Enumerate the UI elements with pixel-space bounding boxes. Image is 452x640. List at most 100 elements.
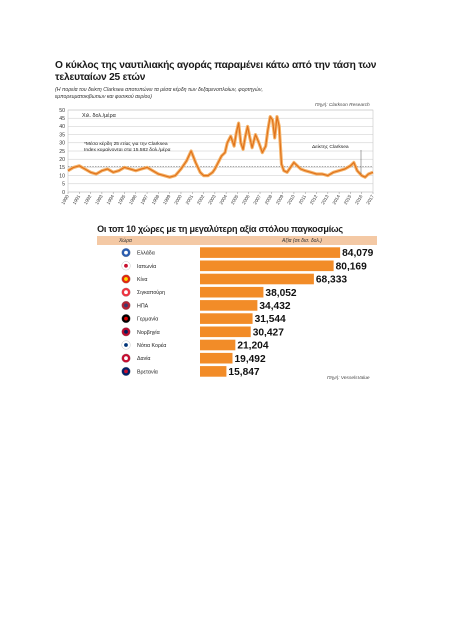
y-tick-label: 30 xyxy=(59,141,65,147)
x-tick-label: 2004 xyxy=(219,194,229,206)
y-tick-label: 35 xyxy=(59,132,65,138)
value-label: 34,432 xyxy=(259,301,290,312)
y-tick-label: 10 xyxy=(59,173,65,179)
average-annotation-line: *Μέσα κέρδη 25 ετίας για την Clarksea xyxy=(84,140,168,147)
x-tick-label: 2003 xyxy=(207,194,217,206)
x-tick-label: 2001 xyxy=(185,194,195,206)
category-label: Ελλάδα xyxy=(137,250,155,257)
line-chart-title: Ο κύκλος της ναυτιλιακής αγοράς παραμένε… xyxy=(55,60,377,83)
value-label: 21,204 xyxy=(237,341,268,352)
bar xyxy=(200,313,253,324)
average-annotation-line: Index κυμαίνονται στα 15.582 δολ./μέρα xyxy=(84,146,171,153)
value-label: 30,427 xyxy=(253,327,284,338)
category-label: ΗΠΑ xyxy=(137,303,149,309)
bar xyxy=(200,326,251,338)
value-label: 38,052 xyxy=(265,288,296,299)
x-tick-label: 2011 xyxy=(298,194,307,205)
y-tick-label: 45 xyxy=(59,116,65,122)
line-chart: 0 5 10 15 20 25 30 35 40 45 50 1990 1991 1992 1993 1994… xyxy=(59,108,375,206)
x-tick-label: 1995 xyxy=(117,194,127,206)
flag-detail xyxy=(124,356,128,361)
flag-china-icon xyxy=(121,274,131,284)
category-label: Γερμανία xyxy=(137,317,158,323)
bar xyxy=(200,300,258,311)
bar-header-value: Αξία (σε δισ. δολ.) xyxy=(282,237,322,244)
line-chart-source: Πηγή: Clarkson Research xyxy=(315,103,370,108)
x-tick-label: 2017 xyxy=(365,194,375,206)
x-tick-label: 2014 xyxy=(332,194,342,206)
x-tick-label: 2015 xyxy=(343,194,353,206)
x-tick-label: 2007 xyxy=(252,194,262,206)
y-tick-label: 40 xyxy=(59,124,65,130)
x-tick-label: 1999 xyxy=(162,194,172,206)
y-axis-label: Χιλ. δολ./μέρα xyxy=(82,112,116,119)
y-tick-label: 25 xyxy=(59,149,65,155)
x-tick-label: 1998 xyxy=(151,194,161,206)
bar-chart-title: Οι τοπ 10 χώρες με τη μεγαλύτερη αξία στ… xyxy=(97,224,343,234)
flag-detail xyxy=(124,329,128,334)
bar xyxy=(200,273,314,285)
index-annotation: Δείκτης Clarksea xyxy=(312,144,349,150)
flag-detail xyxy=(124,290,128,295)
category-label: Νορβηγία xyxy=(137,330,160,336)
value-label: 31,544 xyxy=(255,314,286,325)
x-tick-label: 2009 xyxy=(275,194,285,206)
flag-germany-icon xyxy=(121,314,131,324)
flag-south-korea-icon xyxy=(121,340,131,350)
x-tick-label: 1990 xyxy=(60,194,70,206)
category-label: Ιαπωνία xyxy=(137,264,156,270)
bar-chart-source: Πηγή: VesselsValue xyxy=(327,376,370,381)
bar-header-country: Χώρα xyxy=(119,237,132,244)
value-label: 84,079 xyxy=(342,248,373,259)
category-label: Σιγκαπούρη xyxy=(137,289,165,296)
x-tick-label: 1996 xyxy=(128,194,138,206)
flag-detail xyxy=(124,369,128,374)
clarksea-series-line xyxy=(67,116,374,178)
line-chart-header: Ο κύκλος της ναυτιλιακής αγοράς παραμένε… xyxy=(55,60,385,100)
category-label: Κίνα xyxy=(137,277,147,283)
x-tick-label: 2006 xyxy=(241,194,251,206)
y-tick-label: 15 xyxy=(59,165,65,171)
flag-detail xyxy=(124,250,128,255)
value-label: 19,492 xyxy=(234,354,265,365)
average-annotation: *Μέσα κέρδη 25 ετίας για την Clarksea Ind… xyxy=(84,140,171,153)
bar xyxy=(200,366,227,377)
flag-japan-icon xyxy=(121,261,131,271)
flag-singapore-icon xyxy=(121,287,131,297)
flag-detail xyxy=(124,316,128,321)
flag-norway-icon xyxy=(121,327,131,337)
line-chart-subtitle: (Η πορεία του δείκτη Clarksea αποτυπώνει… xyxy=(55,87,263,100)
x-tick-label: 2005 xyxy=(230,194,240,206)
bar xyxy=(200,260,334,272)
flag-detail xyxy=(124,277,128,281)
flag-detail xyxy=(124,343,128,347)
x-tick-label: 1994 xyxy=(106,194,116,206)
y-tick-label: 20 xyxy=(59,157,65,163)
x-tick-label: 2016 xyxy=(354,194,364,206)
value-label: 68,333 xyxy=(316,275,347,286)
x-tick-label: 2008 xyxy=(264,194,274,206)
flag-greece-icon xyxy=(121,248,131,258)
bar xyxy=(200,339,236,351)
bar xyxy=(200,352,233,364)
x-tick-label: 1993 xyxy=(94,194,104,206)
x-tick-label: 2013 xyxy=(320,194,330,206)
bar-chart-header: Χώρα Αξία (σε δισ. δολ.) xyxy=(97,236,377,245)
y-tick-label: 0 xyxy=(62,190,65,196)
y-tick-label: 5 xyxy=(62,182,65,188)
bar xyxy=(200,247,341,258)
x-tick-label: 1992 xyxy=(83,194,93,206)
category-label: Δανία xyxy=(137,356,151,362)
x-tick-label: 2010 xyxy=(286,194,296,206)
x-tick-label: 1997 xyxy=(139,194,149,206)
bar xyxy=(200,286,264,298)
y-tick-label: 50 xyxy=(59,108,65,114)
flag-denmark-icon xyxy=(121,353,131,363)
x-tick-label: 2012 xyxy=(309,194,319,206)
x-tick-label: 1991 xyxy=(72,194,82,206)
value-label: 15,847 xyxy=(228,367,259,378)
flag-detail xyxy=(124,303,128,308)
x-tick-label: 2000 xyxy=(173,194,183,206)
category-label: Βρετανία xyxy=(137,369,158,375)
x-tick-label: 2002 xyxy=(196,194,206,206)
